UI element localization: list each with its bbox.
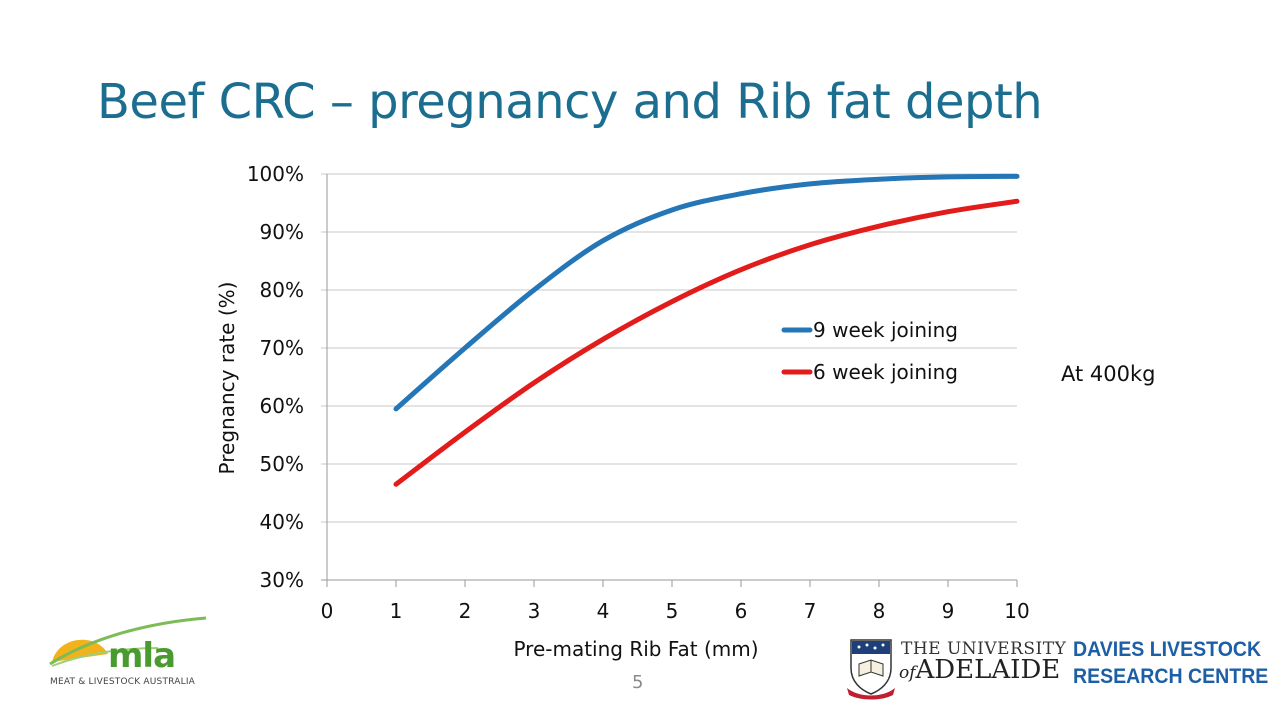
x-tick-label: 2 [459,599,472,623]
page-number: 5 [632,672,644,693]
mla-tagline: MEAT & LIVESTOCK AUSTRALIA [50,677,196,687]
y-tick-label: 70% [260,336,304,360]
y-tick-label: 50% [260,452,304,476]
y-axis-label: Pregnancy rate (%) [215,282,239,475]
x-tick-label: 3 [528,599,541,623]
x-tick-label: 0 [321,599,334,623]
slide-title: Beef CRC – pregnancy and Rib fat depth [97,74,1043,130]
legend-label: 9 week joining [813,318,958,342]
y-tick-label: 40% [260,510,304,534]
y-tick-label: 60% [260,394,304,418]
y-tick-label: 100% [247,162,304,186]
x-tick-label: 9 [942,599,955,623]
university-name-of: of [899,663,916,683]
mla-wordmark: mla [108,636,176,676]
x-tick-label: 6 [735,599,748,623]
legend-label: 6 week joining [813,360,958,384]
x-tick-labels: 0 1 2 3 4 5 6 7 8 9 10 [321,599,1030,623]
x-axis-label: Pre-mating Rib Fat (mm) [513,637,758,661]
university-crest-icon [847,639,895,700]
weight-annotation: At 400kg [1061,362,1156,386]
x-tick-label: 10 [1004,599,1029,623]
x-tick-label: 5 [666,599,679,623]
davies-logo-text: DAVIES LIVESTOCK RESEARCH CENTRE [1073,636,1268,690]
series-line-2 [393,198,1020,487]
series-line-1 [393,173,1020,412]
y-tick-label: 80% [260,278,304,302]
y-tick-label: 90% [260,220,304,244]
series-lines [393,173,1020,487]
y-tick-labels: 30% 40% 50% 60% 70% 80% 90% 100% [247,162,304,592]
x-tick-label: 7 [804,599,817,623]
university-name-line2: ofADELAIDE [899,655,1060,685]
university-name-adelaide: ADELAIDE [915,655,1061,685]
gridlines [321,173,1018,587]
y-tick-label: 30% [260,568,304,592]
legend: 9 week joining 6 week joining [781,318,958,384]
x-tick-label: 8 [873,599,886,623]
mla-logo-icon [49,616,207,667]
x-tick-label: 1 [390,599,403,623]
x-tick-label: 4 [597,599,610,623]
davies-line2: RESEARCH CENTRE [1073,665,1269,688]
davies-line1: DAVIES LIVESTOCK [1073,638,1262,661]
university-name-line1: THE UNIVERSITY [901,639,1067,659]
